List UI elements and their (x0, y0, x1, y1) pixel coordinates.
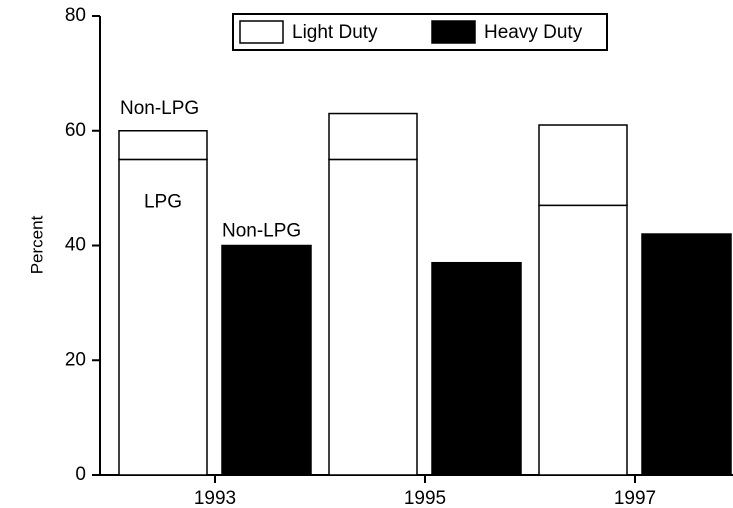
x-tick-label: 1997 (614, 488, 656, 508)
y-axis-label: Percent (27, 215, 46, 274)
bar-segment (641, 233, 732, 476)
y-tick-label: 80 (65, 5, 86, 26)
y-tick-label: 40 (65, 235, 86, 256)
bar-segment (328, 158, 418, 476)
y-tick-label: 20 (65, 349, 86, 370)
legend-swatch (431, 20, 476, 44)
bar-segment (538, 124, 628, 207)
annotation: Non-LPG (222, 221, 301, 242)
y-tick-label: 60 (65, 120, 86, 141)
x-tick-label: 1993 (194, 488, 236, 508)
annotation: LPG (144, 191, 182, 212)
legend-box (232, 13, 608, 51)
bar-segment (221, 244, 312, 476)
bar-segment (118, 158, 208, 476)
legend-label: Heavy Duty (484, 22, 583, 43)
legend-label: Light Duty (292, 22, 378, 43)
y-tick-label: 0 (75, 464, 86, 485)
bar-segment (328, 112, 418, 161)
bar-segment (118, 130, 208, 161)
legend-swatch (239, 20, 284, 44)
x-tick-label: 1995 (404, 488, 446, 508)
bar-segment (431, 261, 522, 476)
bar-segment (538, 204, 628, 476)
annotation: Non-LPG (120, 98, 199, 119)
